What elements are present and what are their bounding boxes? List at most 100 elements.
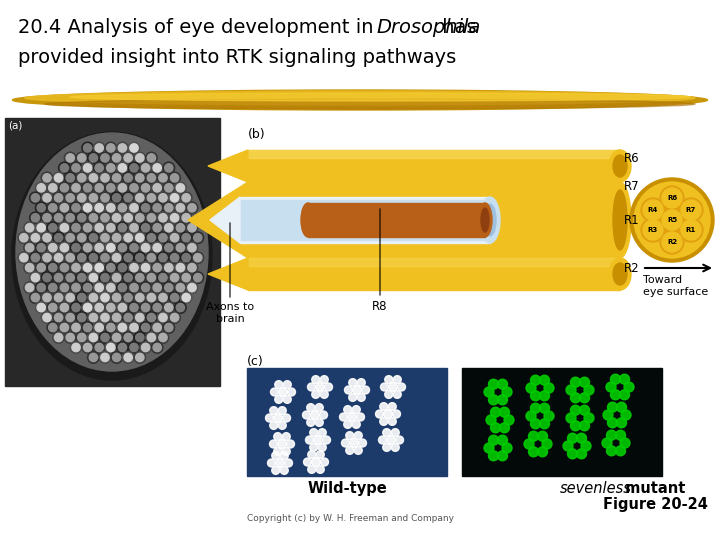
Circle shape [354,447,362,454]
Circle shape [346,431,354,440]
Circle shape [320,411,328,419]
Circle shape [147,293,156,302]
Circle shape [42,194,51,202]
Circle shape [128,342,140,353]
Circle shape [611,390,621,400]
Circle shape [524,439,534,449]
Circle shape [181,192,192,204]
Text: R7: R7 [686,207,696,213]
Circle shape [49,224,57,232]
Text: Figure 20-24: Figure 20-24 [603,497,708,512]
Ellipse shape [45,99,695,109]
Circle shape [287,440,294,448]
Circle shape [94,202,105,214]
Text: R4: R4 [648,207,658,213]
Circle shape [82,162,94,174]
Circle shape [130,284,138,292]
Circle shape [66,194,74,202]
Circle shape [140,342,151,353]
Circle shape [147,313,156,322]
Circle shape [55,253,63,262]
Circle shape [112,154,121,162]
Circle shape [111,152,122,164]
Circle shape [112,273,121,282]
Circle shape [82,262,94,273]
Circle shape [41,312,53,323]
Text: (b): (b) [248,128,266,141]
Circle shape [163,222,174,234]
Circle shape [122,172,134,184]
Circle shape [130,264,138,272]
Circle shape [18,232,30,244]
Circle shape [30,252,41,264]
Circle shape [111,192,122,204]
Circle shape [101,154,109,162]
Circle shape [159,214,167,222]
Circle shape [66,154,74,162]
Circle shape [76,212,88,224]
Circle shape [117,182,128,194]
Circle shape [58,302,71,313]
Circle shape [570,421,580,431]
Circle shape [118,224,127,232]
Circle shape [118,323,127,332]
Circle shape [95,144,104,152]
Circle shape [681,220,701,240]
Circle shape [24,282,35,293]
Circle shape [168,272,181,284]
Circle shape [117,322,128,333]
Circle shape [397,383,405,391]
Circle shape [145,332,157,343]
Circle shape [165,224,173,232]
Circle shape [498,451,508,461]
Circle shape [76,312,88,323]
Circle shape [118,343,127,352]
Circle shape [70,302,82,313]
Text: R2: R2 [624,261,639,274]
Circle shape [135,234,144,242]
Circle shape [128,282,140,293]
Circle shape [105,142,117,154]
Circle shape [95,204,104,212]
Ellipse shape [481,208,489,232]
Circle shape [60,323,68,332]
Circle shape [31,214,40,222]
Circle shape [117,242,128,253]
Circle shape [76,192,88,204]
Bar [462,368,662,476]
Circle shape [89,174,98,182]
Circle shape [320,376,328,383]
Circle shape [24,242,35,253]
Circle shape [318,429,326,437]
Circle shape [130,144,138,152]
Circle shape [58,322,71,333]
Circle shape [352,420,360,428]
Circle shape [140,282,151,293]
Circle shape [283,395,292,403]
Circle shape [395,436,403,444]
Circle shape [266,414,274,422]
Circle shape [616,446,626,456]
Circle shape [528,447,539,457]
Circle shape [78,234,86,242]
Polygon shape [208,258,248,290]
Circle shape [19,253,28,262]
Circle shape [130,303,138,312]
Circle shape [176,204,184,212]
Circle shape [577,449,587,459]
Circle shape [174,242,186,253]
Circle shape [181,292,192,303]
Circle shape [117,262,128,273]
Circle shape [269,440,277,448]
Circle shape [304,458,312,466]
Circle shape [124,333,132,342]
Circle shape [151,242,163,253]
Circle shape [616,430,626,440]
Circle shape [47,222,58,234]
Circle shape [343,406,352,414]
Circle shape [634,182,710,258]
Circle shape [662,210,682,230]
Circle shape [82,202,94,214]
Circle shape [531,391,541,401]
Circle shape [105,222,117,234]
